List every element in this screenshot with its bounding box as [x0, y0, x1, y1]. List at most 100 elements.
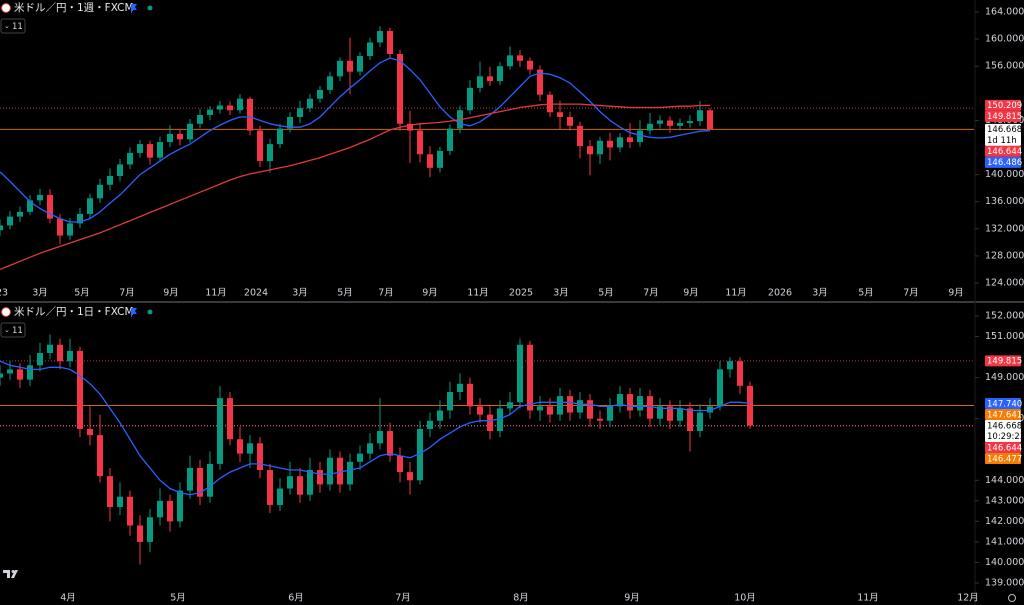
candle-body — [7, 369, 13, 374]
y-tick-label: 132.000 — [985, 223, 1024, 234]
price-label: 146.486 — [987, 158, 1022, 168]
x-tick-label: 2024 — [244, 288, 268, 299]
tv-logo — [3, 570, 18, 578]
moving-average — [0, 360, 751, 496]
candle-body — [297, 108, 303, 118]
candle-body — [57, 344, 63, 362]
candle-body — [137, 525, 143, 542]
x-tick-label: 12月 — [957, 593, 979, 604]
candle-body — [427, 420, 433, 429]
candle-body — [707, 110, 713, 130]
y-tick-label: 160.000 — [985, 34, 1024, 45]
candle-body — [467, 383, 473, 407]
candle-body — [17, 211, 23, 217]
x-tick-label: 10月 — [734, 593, 756, 604]
flag-icon — [131, 4, 137, 13]
y-tick-label: 164.000 — [985, 7, 1024, 18]
price-label: 149.815 — [987, 112, 1022, 122]
chip-caret: ⌄ — [4, 326, 10, 334]
candle-body — [687, 408, 693, 432]
x-tick-label: 7月 — [378, 288, 394, 299]
price-label-box — [985, 145, 1021, 157]
candle-body — [7, 216, 13, 226]
price-label: 150.209 — [987, 101, 1022, 111]
candle-body — [357, 453, 363, 462]
candle-body — [597, 418, 603, 421]
candle-body — [317, 89, 323, 99]
candle-body — [247, 98, 253, 131]
price-label-box — [985, 408, 1021, 420]
candle-body — [167, 500, 173, 522]
y-tick-label: 128.000 — [985, 250, 1024, 261]
candle-body — [287, 117, 293, 129]
candle-body — [217, 105, 223, 110]
pane: 米ドル／円・1日・FXCM 11⌄ 152.000 151.000 149.000 147… — [0, 305, 1024, 604]
candle-body — [347, 60, 353, 72]
candle-body — [317, 470, 323, 485]
x-tick-label: 5月 — [170, 593, 186, 604]
symbol-flag — [1, 307, 11, 317]
y-tick-label: 136.000 — [985, 196, 1024, 207]
candle-body — [727, 361, 733, 370]
settings-icon[interactable] — [1008, 594, 1016, 602]
candle-body — [107, 476, 113, 508]
price-label-box — [985, 453, 1021, 465]
candle-body — [17, 369, 23, 380]
candle-body — [67, 223, 73, 236]
moving-average — [0, 57, 711, 223]
candle-body — [647, 123, 653, 131]
candle-body — [227, 105, 233, 111]
plot-area — [0, 26, 974, 271]
price-label: 146.644 — [987, 443, 1022, 453]
candle-body — [237, 98, 243, 111]
candle-body — [27, 365, 33, 380]
candle-body — [587, 146, 593, 155]
candle-body — [87, 428, 93, 436]
indicator-chip[interactable] — [0, 18, 26, 34]
candle-body — [47, 194, 53, 219]
candle-body — [27, 200, 33, 212]
candle-body — [247, 443, 253, 454]
indicator-count: 11 — [12, 326, 23, 336]
candle-body — [0, 225, 3, 231]
x-tick-label: 23 — [0, 288, 8, 299]
candle-body — [567, 117, 573, 126]
x-tick-label: 11月 — [467, 288, 489, 299]
x-tick-label: 3月 — [553, 288, 569, 299]
candle-body — [77, 213, 83, 224]
candle-body — [647, 396, 653, 419]
candle-body — [187, 467, 193, 491]
x-tick-label: 3月 — [292, 288, 308, 299]
candle-body — [517, 344, 523, 403]
y-tick-label: 124.000 — [985, 278, 1024, 289]
candle-body — [537, 69, 543, 95]
x-tick-label: 9月 — [163, 288, 179, 299]
candle-body — [367, 443, 373, 454]
candle-body — [627, 137, 633, 143]
candle-body — [337, 60, 343, 77]
x-tick-label: 5月 — [337, 288, 353, 299]
candle-body — [117, 164, 123, 176]
y-tick-label: 139.000 — [985, 578, 1024, 589]
candle-body — [557, 396, 563, 415]
candle-body — [547, 406, 553, 415]
candle-body — [667, 120, 673, 126]
candle-body — [697, 412, 703, 432]
candle-body — [127, 496, 133, 526]
candle-body — [327, 76, 333, 90]
candle-body — [497, 66, 503, 82]
candle-body — [537, 406, 543, 411]
candle-body — [347, 461, 353, 485]
candle-body — [577, 400, 583, 413]
candle-body — [67, 350, 73, 362]
candle-body — [207, 109, 213, 115]
x-tick-label: 4月 — [60, 593, 76, 604]
candle-body — [597, 140, 603, 155]
x-tick-label: 2026 — [768, 288, 792, 299]
candle-body — [477, 406, 483, 415]
y-tick-label: 142.000 — [985, 516, 1024, 527]
candle-body — [397, 54, 403, 124]
indicator-chip[interactable] — [0, 322, 26, 338]
candle-body — [107, 175, 113, 185]
x-tick-label: 3月 — [812, 288, 828, 299]
